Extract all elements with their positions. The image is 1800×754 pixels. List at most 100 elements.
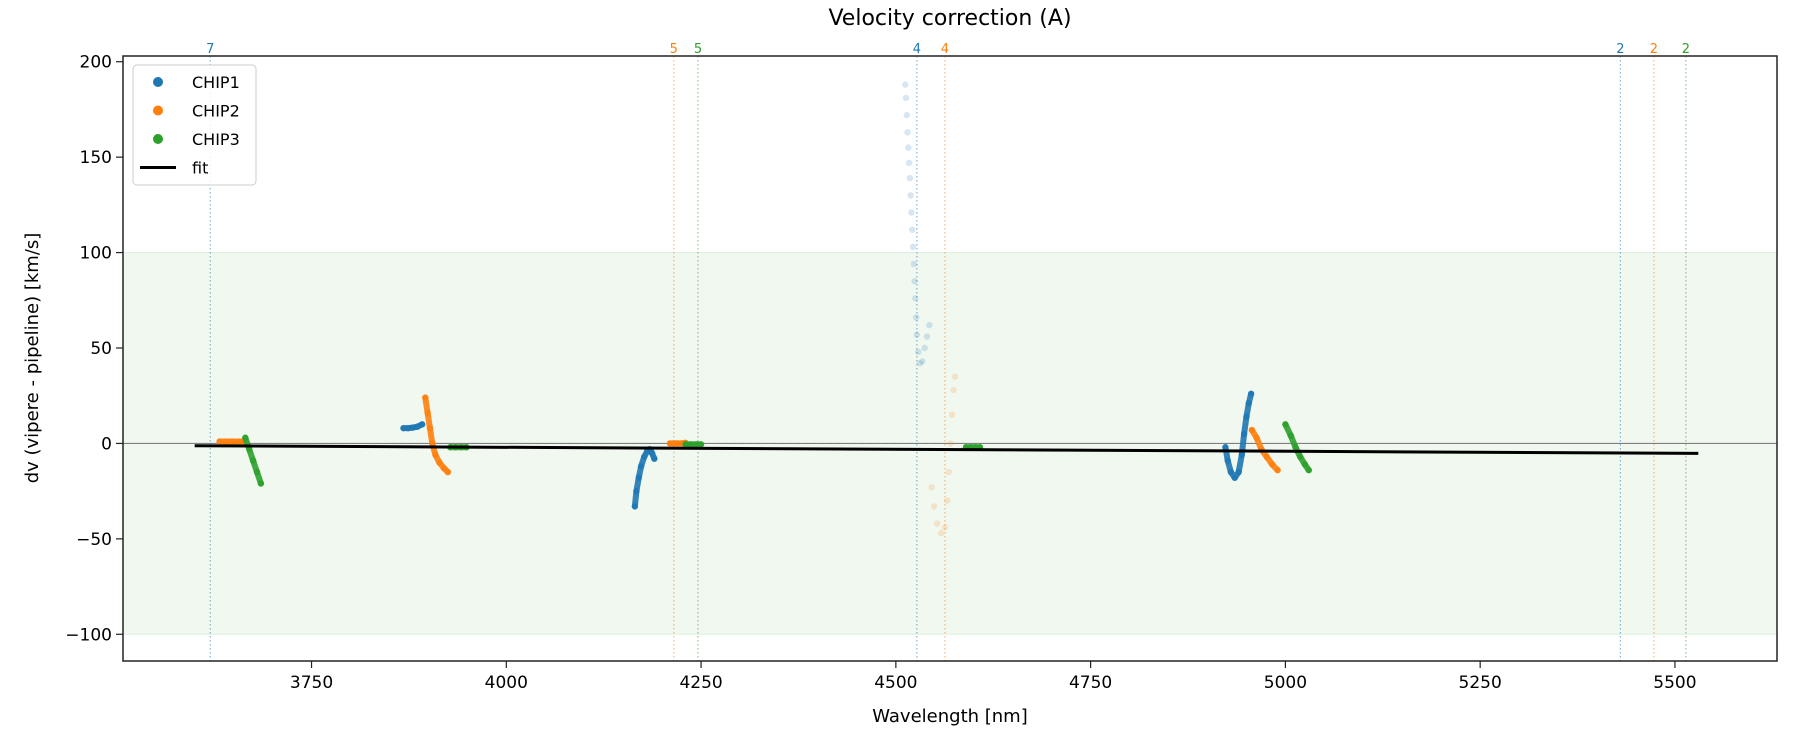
legend-box [132, 64, 257, 186]
data-point-chip2 [945, 468, 953, 476]
y-axis-label: dv (vipere - pipeline) [km/s] [22, 233, 43, 484]
data-point-chip1 [916, 360, 924, 367]
data-point-chip2 [432, 451, 439, 459]
y-tick-label: 0 [101, 434, 112, 454]
data-point-chip2 [228, 438, 236, 445]
x-tick-label: 5000 [1264, 673, 1307, 693]
data-point-chip1 [906, 174, 914, 182]
data-point-chip3 [1296, 453, 1304, 460]
data-point-chip2 [944, 497, 951, 504]
y-tick-label: 100 [80, 244, 112, 264]
axes-frame [122, 55, 1778, 662]
data-point-chip1 [418, 421, 426, 428]
data-point-chip1 [912, 314, 920, 321]
x-tick-label: 4750 [1069, 673, 1112, 693]
legend-marker-chip3 [153, 134, 163, 144]
data-point-chip2 [933, 520, 941, 527]
data-point-chip1 [1238, 451, 1245, 459]
data-point-chip3 [1287, 432, 1295, 439]
data-point-chip2 [222, 438, 230, 445]
data-point-chip1 [903, 111, 910, 119]
data-point-chip2 [948, 411, 956, 419]
legend-item-chip3: CHIP3 [153, 130, 240, 149]
data-point-chip3 [1305, 466, 1312, 474]
data-point-chip2 [947, 440, 954, 447]
data-point-chip1 [648, 449, 656, 457]
data-point-chip2 [424, 409, 431, 417]
data-point-chip1 [921, 344, 928, 352]
data-point-chip3 [682, 441, 689, 448]
data-point-chip1 [637, 463, 645, 470]
data-point-chip1 [1224, 457, 1231, 464]
data-point-chip1 [919, 358, 926, 365]
order-marker-label: 4 [913, 42, 921, 57]
data-point-chip1 [905, 144, 912, 151]
data-point-chip3 [253, 468, 261, 476]
data-point-chip2 [426, 424, 434, 432]
legend-item-chip1: CHIP1 [153, 73, 240, 92]
y-tick-label: 50 [90, 339, 112, 359]
data-point-chip2 [1274, 466, 1281, 474]
y-tick-label: −100 [65, 625, 112, 645]
data-point-chip3 [1292, 444, 1299, 451]
data-point-chip1 [915, 348, 922, 356]
data-point-chip1 [1222, 444, 1229, 451]
data-point-chip1 [633, 487, 640, 495]
data-point-chip1 [1243, 413, 1250, 420]
data-point-chip1 [1235, 468, 1242, 476]
legend-label: fit [192, 159, 208, 178]
fit-line [194, 444, 1699, 455]
data-point-chip1 [911, 278, 918, 285]
order-marker-label: 2 [1616, 42, 1624, 57]
data-point-chip1 [635, 474, 642, 481]
data-point-chip1 [923, 333, 931, 340]
data-point-chip2 [235, 438, 242, 445]
data-point-chip1 [1231, 474, 1238, 481]
data-point-chip1 [909, 226, 916, 233]
data-point-chip1 [902, 94, 910, 102]
legend-label: CHIP1 [192, 73, 240, 92]
legend-item-chip2: CHIP2 [153, 102, 240, 121]
data-point-chip1 [909, 243, 917, 251]
chart-title: Velocity correction (A) [828, 6, 1071, 31]
x-tick-label: 4250 [679, 673, 722, 693]
data-point-chip1 [910, 260, 917, 268]
data-point-chip3 [697, 441, 705, 448]
data-point-chip3 [687, 441, 695, 448]
data-point-chip2 [1268, 461, 1276, 468]
data-point-chip1 [902, 81, 909, 88]
legend-marker-chip2 [153, 105, 163, 116]
order-marker-label: 7 [206, 42, 214, 57]
data-point-chip2 [444, 468, 452, 476]
data-point-chip2 [950, 386, 957, 394]
x-tick-label: 3750 [290, 673, 333, 693]
data-point-chip2 [1253, 434, 1260, 441]
order-marker-label: 2 [1682, 42, 1690, 57]
data-point-chip3 [246, 445, 253, 453]
data-point-chip1 [907, 192, 914, 199]
plot-inner [123, 56, 1777, 661]
data-point-chip1 [913, 331, 921, 338]
data-point-chip1 [908, 209, 915, 216]
data-point-chip1 [641, 453, 648, 460]
data-point-chip1 [926, 321, 933, 329]
data-point-chip1 [404, 424, 412, 432]
legend-label: CHIP2 [192, 102, 240, 121]
data-point-chip1 [651, 455, 658, 462]
data-point-chip3 [242, 434, 249, 441]
order-marker-label: 5 [694, 42, 702, 57]
legend-item-fit: fit [140, 159, 208, 178]
data-point-chip2 [422, 394, 429, 401]
data-point-chip2 [436, 459, 443, 466]
legend-marker-chip1 [153, 77, 163, 87]
x-tick-label: 4500 [874, 673, 917, 693]
data-point-chip3 [693, 441, 700, 448]
data-point-chip2 [951, 373, 959, 380]
data-point-chip1 [1240, 430, 1248, 438]
x-tick-label: 5250 [1459, 673, 1502, 693]
data-point-chip3 [257, 480, 265, 487]
order-marker-label: 5 [670, 42, 678, 57]
data-point-chip1 [912, 295, 919, 302]
data-point-chip2 [937, 529, 945, 537]
